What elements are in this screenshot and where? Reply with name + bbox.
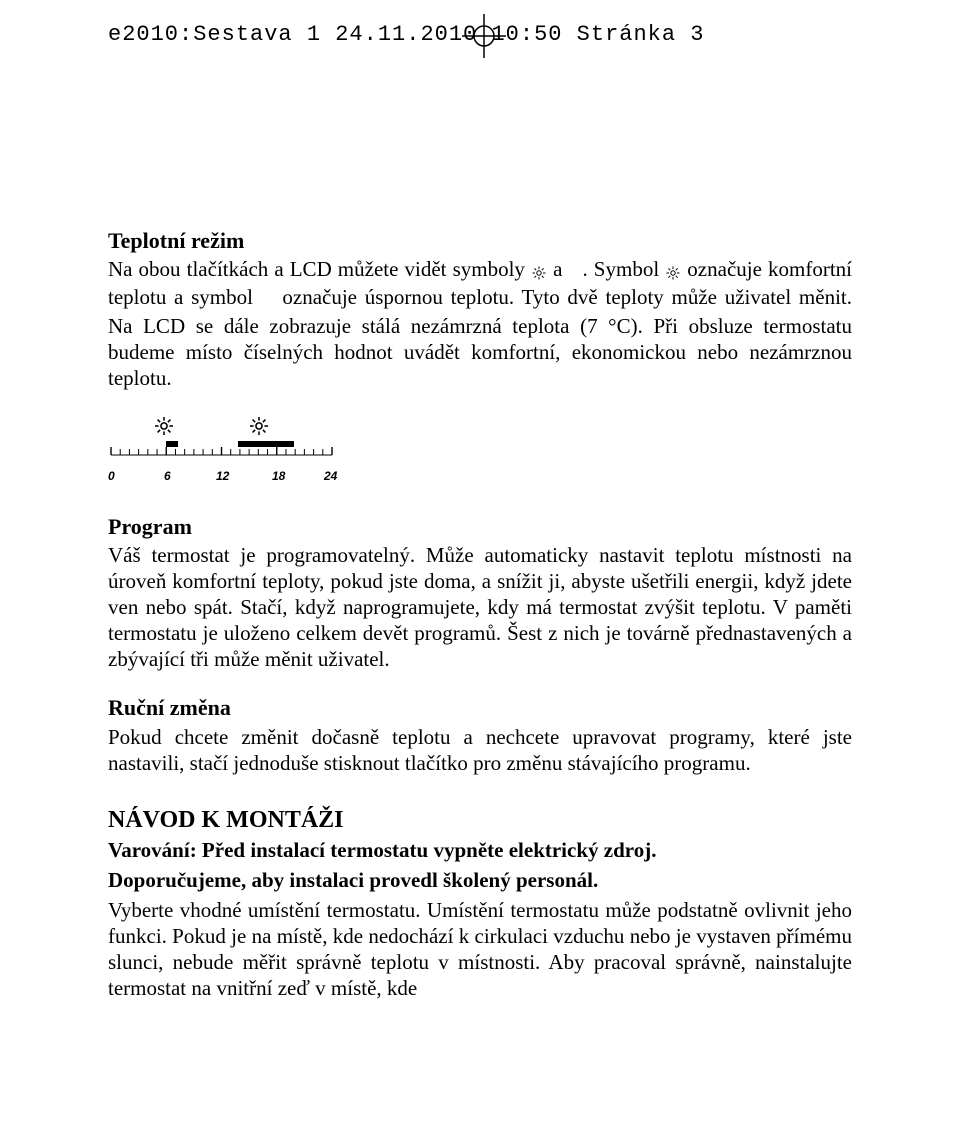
warning-line-2: Doporučujeme, aby instalaci provedl škol… bbox=[108, 867, 852, 893]
content-area: Teplotní režim Na obou tlačítkách a LCD … bbox=[0, 47, 960, 1002]
para-teplotni-rezim: Na obou tlačítkách a LCD můžete vidět sy… bbox=[108, 256, 852, 391]
header-text: e2010:Sestava 1 24.11.2010 10:50 Stránka… bbox=[108, 22, 705, 47]
heading-program: Program bbox=[108, 513, 852, 540]
section-teplotni-rezim: Teplotní režim Na obou tlačítkách a LCD … bbox=[108, 227, 852, 391]
section-rucni-zmena: Ruční změna Pokud chcete změnit dočasně … bbox=[108, 694, 852, 775]
sun-icon bbox=[155, 413, 173, 439]
para-navod: Vyberte vhodné umístění termostatu. Umís… bbox=[108, 897, 852, 1001]
heading-navod: NÁVOD K MONTÁŽI bbox=[108, 806, 852, 836]
moon-icon bbox=[115, 413, 131, 439]
para-rucni-zmena: Pokud chcete změnit dočasně teplotu a ne… bbox=[108, 724, 852, 776]
schedule-tick-label: 18 bbox=[272, 469, 285, 484]
moon-icon bbox=[569, 258, 581, 284]
text-frag: . Symbol bbox=[582, 257, 665, 281]
schedule-numbers: 0 6 12 18 24 bbox=[108, 469, 338, 485]
sun-icon bbox=[532, 258, 546, 284]
schedule-tick-label: 12 bbox=[216, 469, 229, 484]
section-navod: NÁVOD K MONTÁŽI Varování: Před instalací… bbox=[108, 806, 852, 1002]
sun-icon bbox=[250, 413, 268, 439]
schedule-timeline bbox=[108, 441, 338, 463]
schedule-tick-label: 0 bbox=[108, 469, 115, 484]
sun-icon bbox=[666, 258, 680, 284]
text-frag: Na obou tlačítkách a LCD můžete vidět sy… bbox=[108, 257, 531, 281]
schedule-diagram: 0 6 12 18 24 bbox=[108, 413, 852, 485]
schedule-tick-label: 24 bbox=[324, 469, 337, 484]
text-frag: a bbox=[547, 257, 568, 281]
section-program: Program Váš termostat je programovatelný… bbox=[108, 513, 852, 672]
moon-icon bbox=[262, 287, 274, 313]
heading-rucni-zmena: Ruční změna bbox=[108, 694, 852, 721]
heading-teplotni-rezim: Teplotní režim bbox=[108, 227, 852, 254]
moon-icon bbox=[197, 413, 213, 439]
para-program: Váš termostat je programovatelný. Může a… bbox=[108, 542, 852, 672]
page: e2010:Sestava 1 24.11.2010 10:50 Stránka… bbox=[0, 0, 960, 1002]
schedule-icon-row bbox=[108, 413, 852, 439]
registration-mark-icon bbox=[462, 14, 506, 58]
schedule-tick-label: 6 bbox=[164, 469, 171, 484]
warning-line-1: Varování: Před instalací termostatu vypn… bbox=[108, 837, 852, 863]
